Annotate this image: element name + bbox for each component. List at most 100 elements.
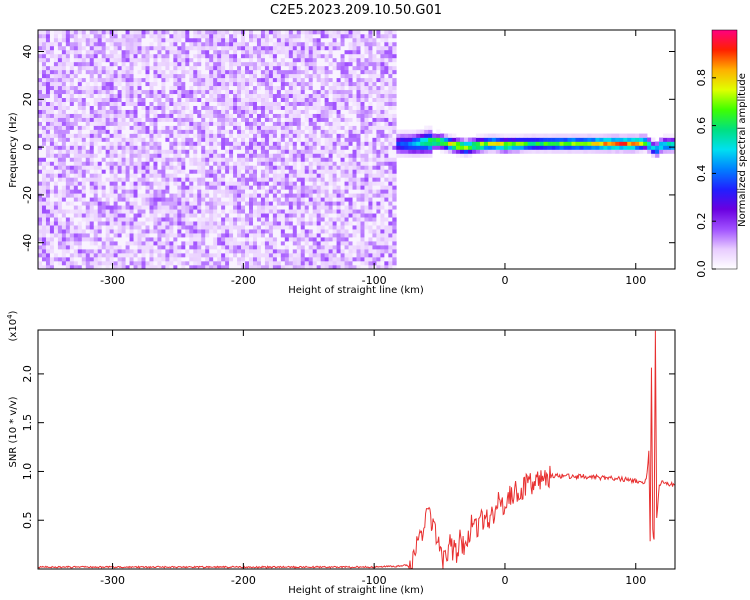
spectrogram-cell [165,69,170,75]
spectrogram-cell [129,137,134,142]
spectrogram-cell [336,89,341,95]
spectrogram-cell [241,101,246,106]
spectrogram-cell [101,213,106,218]
spectrogram-cell [137,261,142,266]
spectrogram-cell [89,53,95,59]
spectrogram-cell [129,253,134,258]
spectrogram-cell [217,85,222,91]
spectrogram-cell [344,49,349,55]
spectrogram-cell [324,125,329,130]
spectrogram-cell [344,45,349,51]
spectrogram-cell [300,141,306,146]
spectrogram-cell [129,69,134,75]
spectrogram-cell [284,257,290,262]
spectrogram-cell [197,237,202,242]
spectrogram-cell [268,61,274,67]
spectrogram-cell [241,233,246,238]
spectrogram-cell [296,205,302,210]
spectrogram-cell [145,101,150,106]
spectrogram-cell [117,113,122,118]
spectrogram-cell [308,217,314,222]
spectrogram-cell [328,37,333,43]
spectrogram-cell [264,249,270,254]
spectrogram-cell [137,89,142,95]
spectrogram-cell [241,121,246,126]
spectrogram-cell [49,165,55,170]
spectrogram-cell [284,261,290,266]
spectrogram-cell [149,149,154,154]
spectrogram-cell [217,165,222,170]
spectrogram-cell [81,125,87,130]
spectrogram-cell [352,185,357,190]
spectrogram-cell [260,113,266,118]
spectrogram-cell [129,249,134,254]
spectrogram-cell [69,125,75,130]
spectrogram-cell [312,129,317,134]
spectrogram-cell [49,49,55,55]
spectrogram-cell [53,129,59,134]
spectrogram-cell [205,69,210,75]
spectrogram-cell [49,85,55,91]
spectrogram-cell [292,209,298,214]
spectrogram-cell [221,225,226,230]
spectrogram-cell [125,225,130,230]
spectrogram-cell [300,37,306,43]
spectrogram-cell [360,33,365,39]
spectrogram-cell [193,261,198,266]
spectrogram-cell [276,217,282,222]
spectrogram-cell [38,89,43,95]
spectrogram-cell [169,201,174,206]
spectrogram-cell [328,61,333,67]
spectrogram-cell [38,97,43,102]
spectrogram-cell [352,41,357,47]
spectrogram-cell [316,129,321,134]
spectrogram-cell [125,169,130,174]
spectrogram-cell [109,49,114,55]
spectrogram-cell [221,193,226,198]
spectrogram-cell [161,213,166,218]
spectrogram-cell [53,189,59,194]
spectrogram-cell [113,249,118,254]
spectrogram-cell [189,221,194,226]
spectrogram-cell [249,225,254,230]
spectrogram-cell [360,65,365,71]
spectrogram-cell [280,37,286,43]
spectrogram-cell [336,113,341,118]
spectrogram-cell [241,149,246,154]
spectrogram-cell [252,149,258,154]
spectrogram-cell [284,61,290,67]
spectrogram-cell [53,97,59,102]
spectrogram-cell [272,129,278,134]
spectrogram-cell [97,161,102,166]
spectrogram-cell [316,249,321,254]
spectrogram-cell [101,109,106,114]
spectrogram-cell [237,121,242,126]
spectrogram-cell [249,85,254,91]
spectrogram-cell [268,229,274,234]
spectrogram-cell [93,161,99,166]
spectrogram-cell [177,97,182,102]
spectrogram-cell [229,65,234,71]
spectrogram-cell [69,117,75,122]
spectrogram-cell [252,109,258,114]
spectrogram-cell [93,153,99,158]
spectrogram-cell [141,113,146,118]
spectrogram-cell [89,141,95,146]
spectrogram-cell [61,229,67,234]
spectrogram-cell [77,105,83,110]
spectrogram-cell [213,249,218,254]
spectrogram-cell [49,141,55,146]
spectrogram-cell [169,229,174,234]
spectrogram-cell [161,177,166,182]
spectrogram-cell [61,205,67,210]
spectrogram-cell [145,257,150,262]
spectrogram-cell [161,157,166,162]
spectrogram-cell [225,81,230,87]
spectrogram-cell [185,261,190,266]
spectrogram-cell [296,53,302,59]
spectrogram-cell [185,249,190,254]
spectrogram-cell [260,105,266,110]
spectrogram-cell [264,153,270,158]
spectrogram-cell [364,121,369,126]
spectrogram-cell [57,193,63,198]
